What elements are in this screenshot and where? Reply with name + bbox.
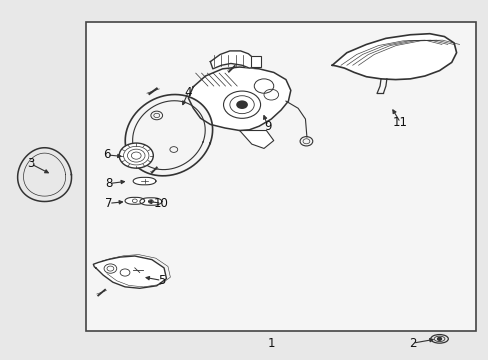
Text: 5: 5 — [158, 274, 165, 287]
Polygon shape — [140, 198, 162, 205]
Circle shape — [120, 143, 153, 168]
Text: 10: 10 — [154, 197, 169, 210]
Polygon shape — [133, 177, 156, 185]
Polygon shape — [239, 131, 273, 148]
Circle shape — [236, 100, 247, 109]
Text: 9: 9 — [264, 120, 271, 133]
Polygon shape — [188, 67, 290, 131]
Polygon shape — [331, 34, 456, 80]
Text: 11: 11 — [392, 116, 407, 129]
Text: 1: 1 — [267, 337, 275, 350]
Bar — [86, 22, 475, 330]
Text: 8: 8 — [105, 177, 112, 190]
Bar — [251, 56, 261, 67]
Circle shape — [437, 337, 441, 340]
Text: 7: 7 — [105, 197, 112, 210]
Polygon shape — [125, 197, 144, 204]
Text: 4: 4 — [184, 86, 192, 99]
Text: 3: 3 — [27, 157, 35, 170]
Text: 2: 2 — [408, 337, 416, 350]
Polygon shape — [125, 95, 212, 176]
Text: 6: 6 — [103, 148, 110, 161]
Polygon shape — [210, 51, 256, 69]
Polygon shape — [93, 256, 166, 288]
